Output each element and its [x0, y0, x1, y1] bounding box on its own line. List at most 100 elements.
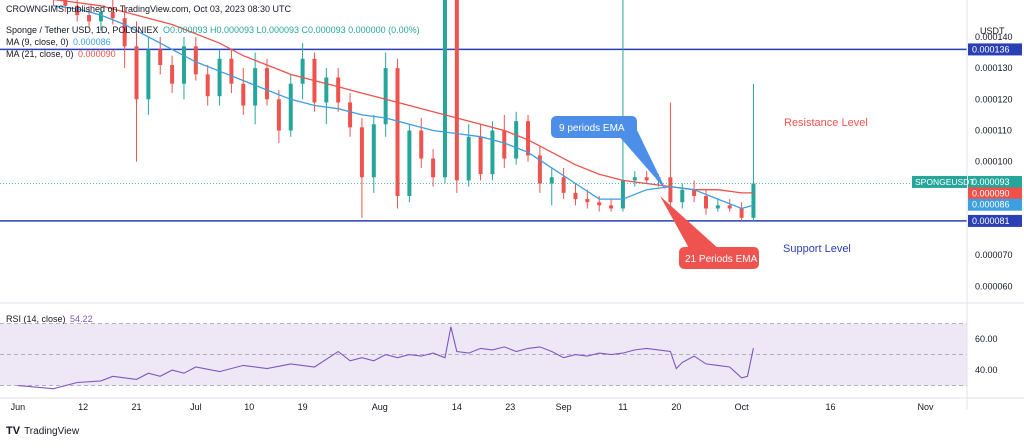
candle-body	[466, 136, 471, 181]
candles	[52, 0, 756, 221]
annotations: 9 periods EMA 21 Periods EMA Resistance Le…	[551, 116, 868, 269]
candle-body	[407, 130, 412, 196]
ema9-callout-text: 9 periods EMA	[559, 123, 625, 134]
candle-body	[395, 68, 400, 196]
ema9-callout-box	[551, 116, 637, 138]
candle-body	[703, 195, 708, 209]
resistance-badge: 0.000136	[972, 44, 1010, 54]
symbol-badge-bg	[912, 175, 967, 188]
candle-body	[170, 65, 175, 84]
candle-body	[549, 177, 554, 184]
candle-body	[110, 12, 115, 19]
last-price-badge: 0.000093	[972, 177, 1010, 187]
candle-body	[632, 177, 637, 181]
moving-averages	[0, 0, 967, 210]
tradingview-logo-icon: TV	[6, 425, 21, 437]
x-tick-label: Nov	[917, 402, 934, 412]
candle-body	[288, 83, 293, 131]
candle-body	[336, 77, 341, 103]
published-line: CROWNGIMS published on TradingView.com, …	[6, 4, 291, 14]
candle-body	[715, 205, 720, 209]
candle-body	[573, 192, 578, 200]
x-tick-label: 14	[452, 402, 462, 412]
candle-body	[502, 130, 507, 159]
brand[interactable]: TV TradingView	[6, 425, 79, 437]
candle-body	[668, 177, 673, 203]
ema21-callout-text: 21 Periods EMA	[685, 254, 758, 265]
rsi-legend[interactable]: RSI (14, close) 54.22	[6, 314, 93, 324]
x-tick-label: 20	[671, 402, 681, 412]
candle-body	[537, 155, 542, 184]
candle-body	[620, 180, 625, 209]
rsi-tick-label: 40.00	[975, 365, 998, 375]
candle-body	[348, 102, 353, 128]
y-tick-label: 0.000120	[975, 94, 1013, 104]
y-tick-label: 0.000130	[975, 63, 1013, 73]
x-tick-label: 16	[826, 402, 836, 412]
x-tick-label: 11	[618, 402, 627, 412]
candle-body	[490, 130, 495, 175]
x-tick-label: Oct	[735, 402, 750, 412]
symbol-badge: SPONGEUSDT	[915, 177, 975, 187]
candle-body	[122, 18, 127, 47]
ema21-callout-pointer	[660, 196, 720, 250]
candle-body	[419, 130, 424, 159]
ma21-legend-label: MA (21, close, 0)	[6, 49, 74, 59]
x-tick-label: 21	[131, 402, 141, 412]
candle-body	[75, 5, 80, 16]
y-tick-label: 0.000110	[975, 125, 1012, 135]
x-tick-label: 23	[505, 402, 515, 412]
candle-body	[442, 0, 447, 178]
candle-body	[359, 127, 364, 178]
ma21-badge: 0.000090	[972, 188, 1010, 198]
candle-body	[514, 121, 519, 159]
candle-body	[751, 183, 756, 218]
rsi-legend-label: RSI (14, close)	[6, 314, 66, 324]
resistance-badge-bg	[968, 43, 1022, 56]
ma21-line	[53, 0, 754, 194]
ma21-legend[interactable]: MA (21, close, 0) 0.000090	[6, 49, 116, 59]
candle-body	[158, 49, 163, 66]
candle-body	[526, 121, 531, 156]
candle-body	[739, 208, 744, 218]
candle-body	[609, 205, 614, 209]
candle-body	[383, 68, 388, 125]
candle-body	[229, 58, 234, 84]
ema9-callout-pointer	[618, 128, 666, 190]
y-tick-label: 0.000060	[975, 281, 1013, 291]
y-tick-label: 0.000140	[975, 32, 1013, 42]
ma9-legend-value: 0.000086	[73, 37, 111, 47]
support-badge: 0.000081	[972, 216, 1010, 226]
x-tick-label: Sep	[556, 402, 572, 412]
ema21-callout-box	[679, 247, 759, 269]
y-tick-label: 0.000100	[975, 157, 1013, 167]
candle-body	[300, 58, 305, 84]
candle-body	[98, 12, 103, 22]
x-tick-label: 10	[244, 402, 254, 412]
resistance-label: Resistance Level	[784, 117, 868, 129]
candle-body	[217, 58, 222, 97]
ohlc-values: O0.000093 H0.000093 L0.000093 C0.000093 …	[162, 25, 420, 35]
ma9-badge: 0.000086	[972, 200, 1010, 210]
currency-label[interactable]: USDT	[980, 26, 1005, 36]
ma21-legend-value: 0.000090	[78, 49, 116, 59]
rsi-tick-label: 60.00	[975, 334, 998, 344]
x-tick-label: Aug	[372, 402, 388, 412]
candle-body	[371, 124, 376, 178]
candle-body	[644, 177, 649, 181]
rsi-legend-value: 54.22	[70, 314, 93, 324]
candle-body	[478, 136, 483, 175]
y-tick-label: 0.000070	[975, 250, 1013, 260]
symbol-line: Sponge / Tether USD, 1D, POLONIEX O0.000…	[6, 25, 420, 35]
ma9-badge-bg	[968, 198, 1022, 211]
candle-body	[597, 202, 602, 206]
rsi-line	[17, 326, 754, 390]
x-tick-label: Jun	[11, 402, 26, 412]
candle-body	[63, 0, 68, 6]
ma9-legend[interactable]: MA (9, close, 0) 0.000086	[6, 37, 111, 47]
x-tick-label: Jul	[190, 402, 202, 412]
ma9-legend-label: MA (9, close, 0)	[6, 37, 69, 47]
x-tick-label: 12	[78, 402, 88, 412]
